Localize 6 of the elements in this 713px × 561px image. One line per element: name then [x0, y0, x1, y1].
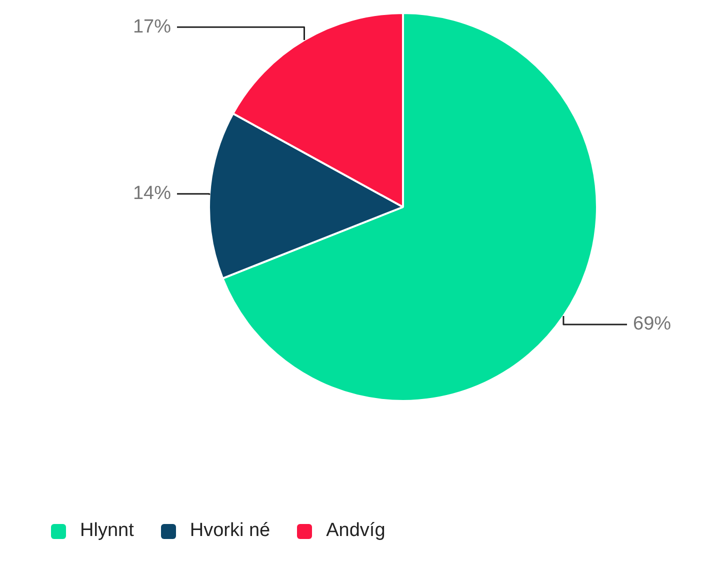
legend-label: Hlynnt	[80, 520, 134, 542]
legend-label: Andvíg	[326, 520, 386, 542]
data-label: 69%	[633, 314, 672, 335]
legend-label: Hvorki né	[190, 520, 270, 542]
data-label: 17%	[132, 16, 172, 38]
data-label: 14%	[132, 183, 172, 204]
